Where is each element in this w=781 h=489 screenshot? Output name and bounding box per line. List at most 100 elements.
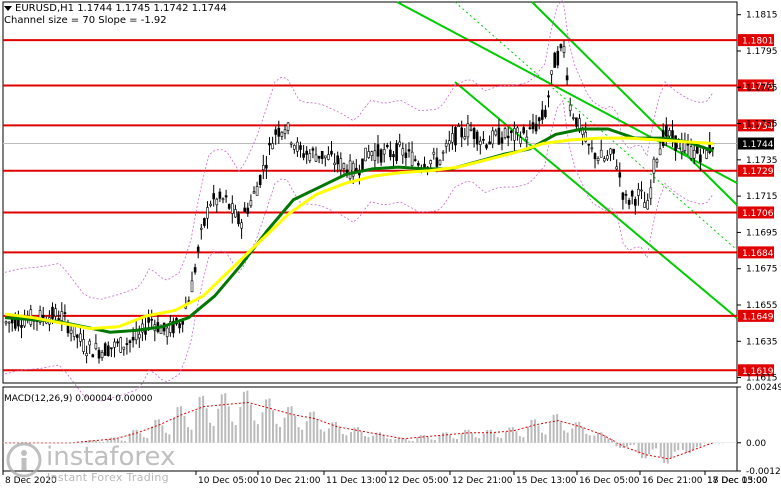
candle-body <box>637 188 640 196</box>
time-tick-label: 8 Dec 2020 <box>5 476 57 486</box>
macd-bar <box>603 435 606 443</box>
macd-bar <box>688 442 691 454</box>
candle-body <box>537 117 541 122</box>
level-tag <box>738 364 774 377</box>
candle-body <box>392 154 395 158</box>
candle-body <box>128 340 132 343</box>
macd-bar <box>534 419 536 443</box>
candle-body <box>317 155 321 159</box>
price-panel <box>2 1 738 384</box>
price-tick-label: 1.1675 <box>746 265 778 275</box>
candle-body <box>376 144 380 157</box>
candle-body <box>252 191 256 194</box>
macd-bar <box>411 440 414 443</box>
macd-bar <box>323 431 326 443</box>
moving-averages <box>4 127 714 334</box>
candle-body <box>178 323 181 329</box>
candle-body <box>472 127 476 139</box>
candle-body <box>463 136 467 140</box>
candle-body <box>165 327 169 337</box>
time-tick-label: 15 Dec 13:00 <box>516 476 577 486</box>
candle-body <box>203 218 206 226</box>
candle-body <box>454 127 457 146</box>
candle-body <box>94 343 98 349</box>
candle-body <box>516 127 519 133</box>
candle-body <box>618 172 622 178</box>
candle-body <box>150 318 153 321</box>
candle-body <box>268 142 271 146</box>
macd-bar <box>290 406 293 443</box>
macd-bar <box>578 421 581 443</box>
candle-body <box>91 354 95 358</box>
macd-bar <box>142 437 145 443</box>
candle-body <box>438 159 442 165</box>
candle-body <box>457 125 460 128</box>
candle-body <box>531 122 535 130</box>
macd-bar <box>239 406 242 443</box>
candle-body <box>674 135 677 151</box>
macd-bar <box>522 437 525 443</box>
macd-bar <box>327 428 330 443</box>
support-resistance-levels: 1.1801 1.1776 1.1754 1.1729 1.1706 1.1684 1.16… <box>3 34 774 377</box>
candle-body <box>323 155 327 159</box>
candle-body <box>633 199 637 206</box>
macd-bar <box>132 430 135 443</box>
macd-bar <box>629 442 632 446</box>
macd-bar <box>518 436 521 443</box>
macd-bar <box>600 432 603 443</box>
price-tick-label: 1.1695 <box>746 228 778 238</box>
macd-bar <box>474 437 477 443</box>
macd-tick-label: 0.00249 <box>746 383 781 393</box>
level-tag <box>738 309 774 322</box>
macd-bar <box>581 427 584 443</box>
candle-body <box>506 135 510 139</box>
candle-body <box>547 95 550 98</box>
candle-body <box>478 140 482 145</box>
candle-body <box>147 317 150 323</box>
macd-bar <box>467 429 470 443</box>
macd-bar <box>648 442 651 455</box>
candle-body <box>370 151 374 156</box>
candle-body <box>575 117 578 127</box>
time-tick-label: 10 Dec 05:00 <box>198 476 259 486</box>
dropdown-triangle-icon[interactable] <box>4 5 12 11</box>
time-tick-label: 12 Dec 05:00 <box>388 476 449 486</box>
macd-bar <box>234 425 237 443</box>
candle-body <box>231 203 234 214</box>
macd-bar <box>367 437 370 443</box>
candle-body <box>277 127 281 137</box>
macd-bar <box>95 440 97 443</box>
macd-bar <box>198 396 201 443</box>
macd-bar <box>659 442 662 458</box>
macd-bar <box>195 410 198 443</box>
macd-bar <box>438 435 441 443</box>
candle-body <box>196 246 200 252</box>
macd-bar <box>489 429 492 443</box>
macd-bar <box>666 442 669 464</box>
macd-bar <box>301 429 304 443</box>
candle-body <box>289 142 293 145</box>
macd-bar <box>596 432 599 443</box>
macd-bar <box>549 423 552 443</box>
candle-body <box>351 163 355 177</box>
candle-body <box>240 222 243 229</box>
candle-body <box>562 46 566 53</box>
macd-bar <box>272 410 274 443</box>
candle-body <box>286 122 290 131</box>
macd-bar <box>128 433 131 443</box>
candle-body <box>441 151 445 154</box>
macd-bar <box>242 391 245 443</box>
candle-body <box>621 192 625 200</box>
time-tick-label: 11 Dec 13:00 <box>326 476 387 486</box>
candle-body <box>460 127 464 138</box>
candle-body <box>407 149 411 152</box>
candle-body <box>581 129 584 135</box>
candle-body <box>686 143 690 146</box>
candle-body <box>342 163 346 169</box>
candle-body <box>451 133 454 143</box>
macd-bar <box>633 442 635 445</box>
macd-bar <box>217 408 220 443</box>
candle-body <box>606 155 609 160</box>
candle-body <box>206 207 209 219</box>
